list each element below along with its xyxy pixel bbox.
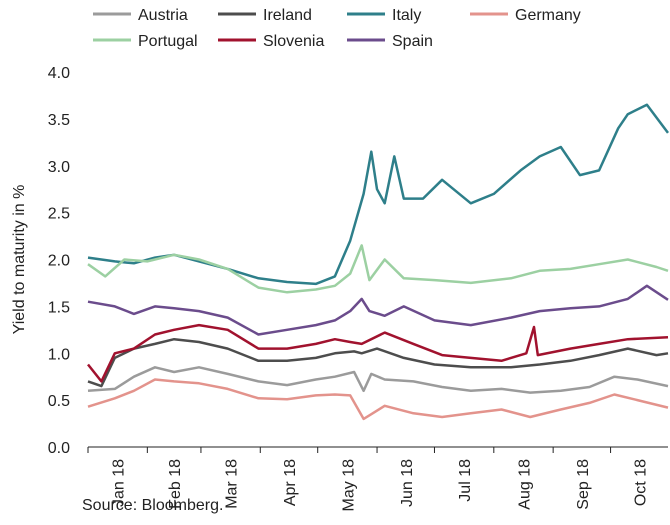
legend: Austria Ireland Italy Germany Portugal Sloven… bbox=[93, 7, 581, 50]
y-tick-label: 0.5 bbox=[48, 393, 70, 410]
legend-label-austria: Austria bbox=[138, 7, 188, 24]
y-tick-label: 2.0 bbox=[48, 253, 70, 270]
x-tick-label: Jan 18 bbox=[111, 459, 128, 507]
legend-label-germany: Germany bbox=[515, 7, 581, 24]
y-axis: 0.0 0.5 1.0 1.5 2.0 2.5 3.0 3.5 4.0 bbox=[48, 65, 70, 457]
x-tick-label: May 18 bbox=[340, 459, 357, 512]
series-line-ireland bbox=[87, 337, 669, 388]
source-note: Source: Bloomberg. bbox=[82, 497, 224, 514]
series-line-spain bbox=[87, 284, 669, 336]
x-axis: Jan 18 Feb 18 Mar 18 Apr 18 May 18 Jun 18 Jul … bbox=[87, 446, 668, 512]
series-line-austria bbox=[87, 366, 669, 394]
series-line-slovenia bbox=[87, 323, 669, 383]
series-line-germany bbox=[87, 378, 669, 421]
y-tick-label: 3.0 bbox=[48, 159, 70, 176]
legend-label-italy: Italy bbox=[392, 7, 421, 24]
y-tick-label: 3.5 bbox=[48, 112, 70, 129]
legend-label-spain: Spain bbox=[392, 33, 433, 50]
x-tick-label: Jul 18 bbox=[457, 459, 474, 502]
y-tick-label: 2.5 bbox=[48, 206, 70, 223]
x-tick-label: Mar 18 bbox=[224, 459, 241, 509]
x-tick-label: Jun 18 bbox=[399, 459, 416, 507]
y-tick-label: 1.5 bbox=[48, 299, 70, 316]
y-tick-label: 1.0 bbox=[48, 346, 70, 363]
legend-label-ireland: Ireland bbox=[263, 7, 312, 24]
x-tick-label: Sep 18 bbox=[575, 459, 592, 510]
legend-label-portugal: Portugal bbox=[138, 33, 198, 50]
y-axis-title: Yield to maturity in % bbox=[11, 185, 28, 335]
y-tick-label: 0.0 bbox=[48, 440, 70, 457]
x-tick-label: Oct 18 bbox=[632, 459, 649, 506]
series-line-italy bbox=[87, 103, 669, 286]
y-tick-label: 4.0 bbox=[48, 65, 70, 82]
legend-label-slovenia: Slovenia bbox=[263, 33, 324, 50]
x-tick-label: Apr 18 bbox=[282, 459, 299, 506]
x-tick-label: Feb 18 bbox=[167, 459, 184, 509]
series-line-portugal bbox=[87, 244, 669, 294]
x-tick-label: Aug 18 bbox=[516, 459, 533, 510]
plot-area bbox=[87, 103, 669, 421]
